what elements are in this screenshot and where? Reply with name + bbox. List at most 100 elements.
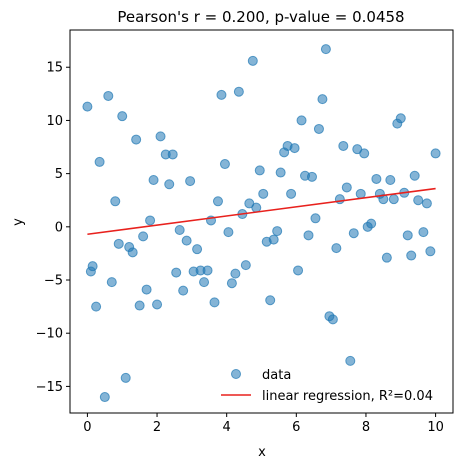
x-axis-label: x: [258, 445, 266, 460]
data-point: [181, 235, 192, 246]
data-point: [265, 295, 276, 306]
y-tick-label: −10: [36, 327, 63, 342]
data-point: [134, 300, 145, 311]
data-point: [418, 227, 429, 238]
plot-frame: [69, 29, 454, 414]
data-point: [345, 355, 356, 366]
data-point: [174, 225, 185, 236]
y-tick-label: 5: [55, 167, 63, 182]
data-point: [406, 250, 417, 261]
data-point: [99, 392, 110, 403]
data-point: [320, 44, 331, 55]
y-axis-label: y: [11, 218, 26, 226]
data-point: [87, 261, 98, 272]
data-point: [313, 123, 324, 134]
data-point: [303, 230, 314, 241]
data-point: [106, 277, 117, 288]
legend-regression-label: linear regression, R²=0.04: [262, 389, 433, 404]
data-point: [209, 297, 220, 308]
data-point: [359, 148, 370, 159]
data-point: [268, 234, 279, 245]
data-point: [254, 165, 265, 176]
data-point: [385, 175, 396, 186]
data-point: [317, 94, 328, 105]
data-point: [275, 167, 286, 178]
data-point: [247, 55, 258, 66]
data-point: [117, 111, 128, 122]
data-point: [240, 260, 251, 271]
x-tick-label: 4: [223, 420, 231, 435]
data-point: [202, 265, 213, 276]
data-point: [199, 277, 210, 288]
data-point: [226, 278, 237, 289]
plot-area: [69, 29, 454, 414]
data-point: [296, 115, 307, 126]
y-tick-label: −15: [36, 380, 63, 395]
x-axis: 0 2 4 6 8 10: [83, 413, 444, 435]
data-point: [219, 159, 230, 170]
legend-data-label: data: [262, 368, 291, 383]
data-point: [366, 218, 377, 229]
regression-line: [87, 187, 436, 236]
data-point: [355, 188, 366, 199]
x-tick-label: 6: [292, 420, 300, 435]
data-point: [185, 176, 196, 187]
x-tick-label: 8: [362, 420, 370, 435]
data-point: [103, 90, 114, 101]
legend: data linear regression, R²=0.04: [221, 368, 433, 404]
data-point: [167, 149, 178, 160]
data-point: [395, 113, 406, 124]
data-point: [230, 268, 241, 279]
data-point: [233, 86, 244, 97]
data-point: [258, 188, 269, 199]
data-point: [413, 195, 424, 206]
chart-title: Pearson's r = 0.200, p-value = 0.0458: [117, 8, 404, 26]
data-point: [110, 196, 121, 207]
y-tick-label: −5: [44, 274, 63, 289]
regression-line-layer: [87, 187, 436, 236]
data-point: [164, 179, 175, 190]
data-point: [216, 89, 227, 100]
data-point: [91, 301, 102, 312]
y-axis: −15 −10 −5 0 5 10 15: [36, 61, 70, 395]
data-points: [82, 44, 441, 403]
y-tick-label: 10: [46, 114, 63, 129]
x-tick-label: 0: [83, 420, 91, 435]
data-point: [289, 143, 300, 154]
data-point: [402, 230, 413, 241]
data-point: [348, 228, 359, 239]
data-point: [148, 175, 159, 186]
data-point: [127, 247, 138, 258]
data-point: [178, 285, 189, 296]
data-point: [251, 202, 262, 213]
data-point: [286, 188, 297, 199]
data-point: [171, 267, 182, 278]
legend-data-marker: [231, 369, 241, 379]
data-point: [120, 372, 131, 383]
data-point: [338, 140, 349, 151]
data-point: [310, 213, 321, 224]
x-tick-label: 10: [427, 420, 444, 435]
data-point: [138, 231, 149, 242]
data-point: [388, 194, 399, 205]
data-point: [327, 314, 338, 325]
data-point: [94, 156, 105, 167]
data-point: [272, 226, 283, 237]
data-point: [113, 238, 124, 249]
data-point: [141, 284, 152, 295]
data-point: [82, 101, 93, 112]
data-point: [341, 182, 352, 193]
data-point: [409, 170, 420, 181]
data-point: [331, 243, 342, 254]
data-point: [430, 148, 441, 159]
y-tick-label: 0: [55, 220, 63, 235]
data-point: [421, 198, 432, 209]
data-point: [212, 196, 223, 207]
data-point: [131, 134, 142, 145]
data-point: [223, 227, 234, 238]
data-point: [152, 299, 163, 310]
data-point: [155, 131, 166, 142]
y-tick-label: 15: [46, 61, 63, 76]
data-point: [306, 171, 317, 182]
